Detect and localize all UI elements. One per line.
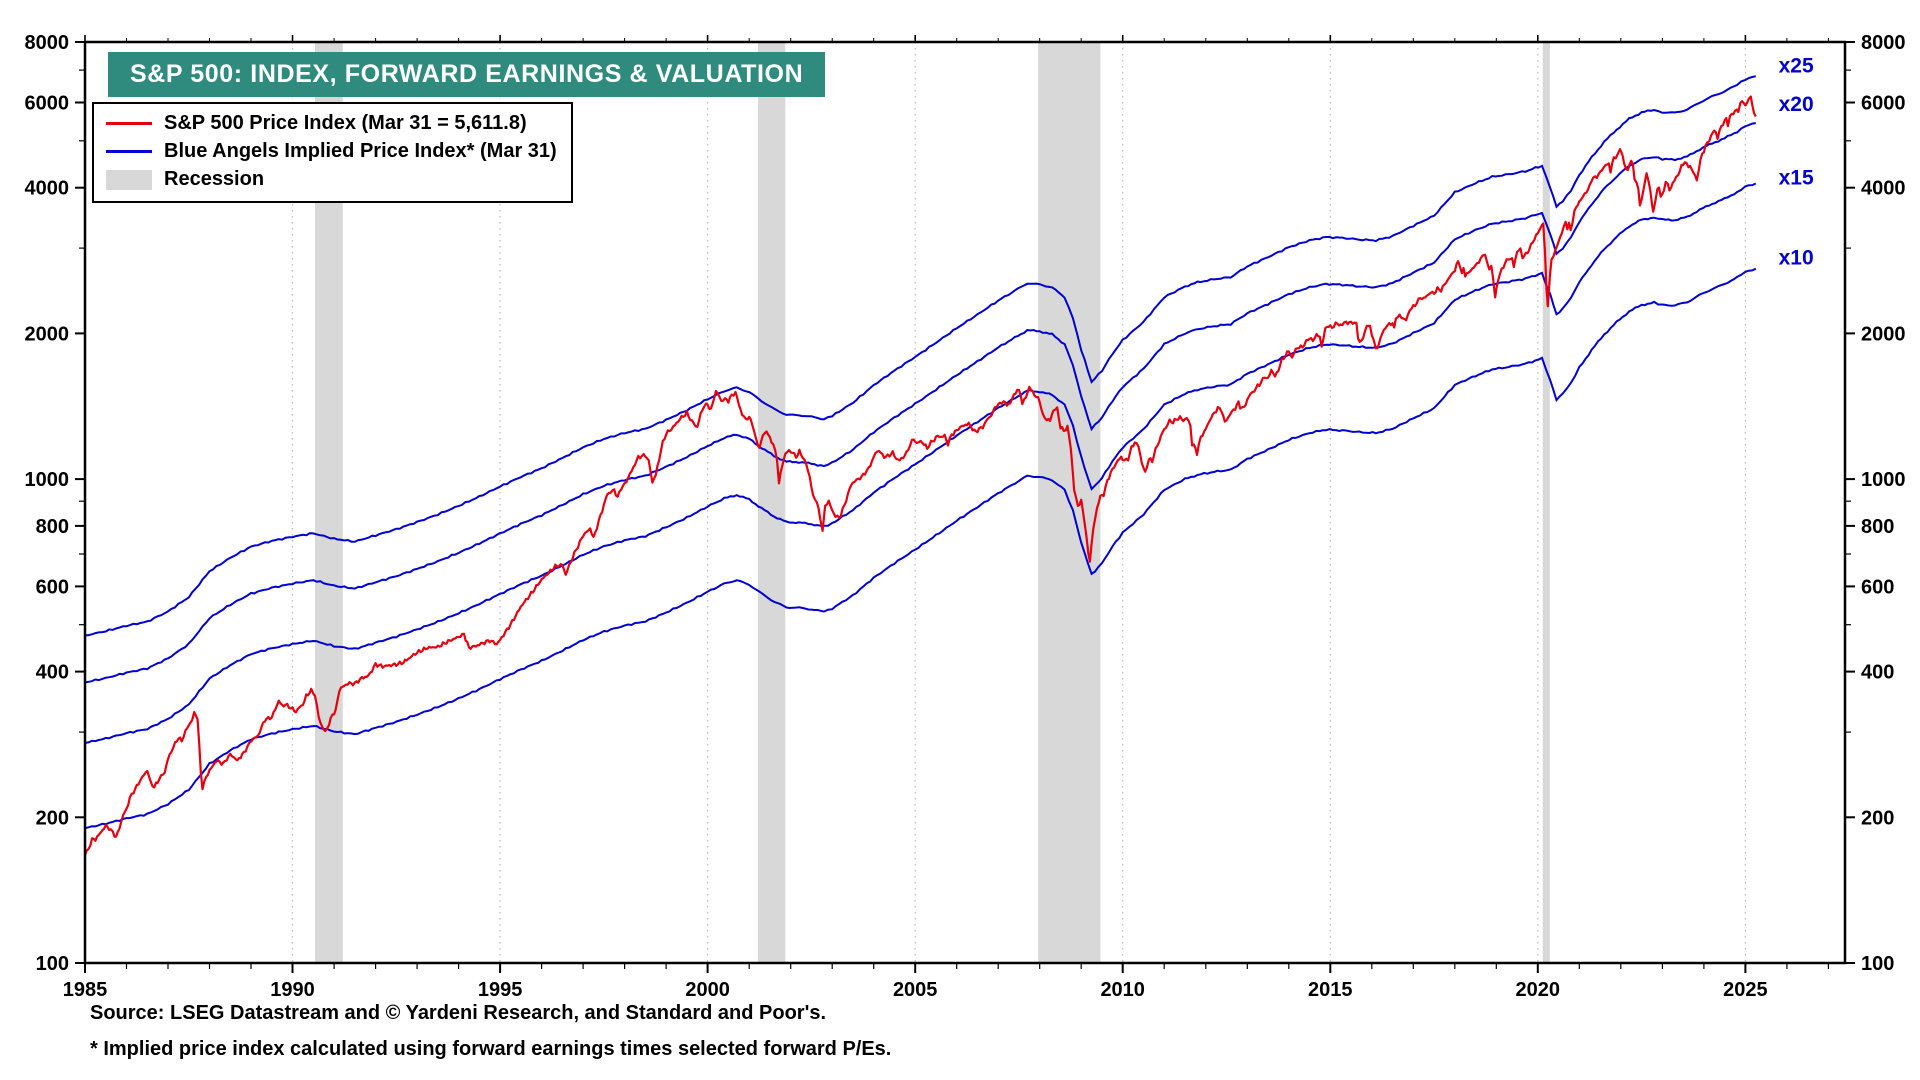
source-note: Source: LSEG Datastream and © Yardeni Re… [90, 1002, 827, 1024]
x-axis-tick-label: 2000 [685, 979, 730, 1001]
y-axis-tick-label-right: 2000 [1861, 323, 1906, 345]
y-axis-tick-label-right: 8000 [1861, 32, 1906, 54]
legend: S&P 500 Price Index (Mar 31 = 5,611.8) B… [92, 102, 573, 203]
y-axis-tick-label-left: 1000 [25, 469, 70, 491]
blue-angels-line-x25 [84, 75, 1757, 637]
y-axis-tick-label-right: 800 [1861, 516, 1894, 538]
y-axis-tick-label-right: 4000 [1861, 178, 1906, 200]
x-axis-tick-label: 2020 [1516, 979, 1561, 1001]
x-axis-tick-label: 1995 [478, 979, 523, 1001]
multiple-label-x20: x20 [1779, 93, 1814, 116]
legend-item-recession: Recession [106, 168, 557, 191]
recession-band [1542, 42, 1550, 963]
y-axis-tick-label-left: 6000 [25, 93, 70, 115]
y-axis-tick-label-right: 200 [1861, 807, 1894, 829]
y-axis-tick-label-left: 2000 [25, 323, 70, 345]
recession-band [757, 42, 786, 963]
blue-angels-line-x10 [84, 267, 1757, 830]
x-axis-tick-label: 2015 [1308, 979, 1353, 1001]
sp500-line-swatch [106, 122, 152, 125]
recession-swatch [106, 169, 152, 190]
multiple-label-x10: x10 [1779, 247, 1814, 270]
legend-label-blue-angels: Blue Angels Implied Price Index* (Mar 31… [164, 140, 557, 162]
sp500-line [83, 95, 1757, 856]
x-axis-tick-label: 1985 [63, 979, 108, 1001]
y-axis-tick-label-left: 4000 [25, 178, 70, 200]
y-axis-tick-label-left: 600 [36, 576, 69, 598]
plot-border [83, 40, 1847, 965]
blue-angels-line-x15 [84, 182, 1757, 744]
legend-label-sp500: S&P 500 Price Index (Mar 31 = 5,611.8) [164, 112, 527, 134]
y-axis-tick-label-left: 8000 [25, 32, 70, 54]
x-axis-tick-label: 2010 [1100, 979, 1145, 1001]
multiple-label-x15: x15 [1779, 166, 1814, 189]
blue-angels-line-swatch [106, 150, 152, 153]
y-axis-tick-label-right: 100 [1861, 953, 1894, 975]
y-axis-tick-label-left: 800 [36, 516, 69, 538]
chart-title-banner: S&P 500: INDEX, FORWARD EARNINGS & VALUA… [108, 52, 826, 97]
y-axis-tick-label-left: 200 [36, 807, 69, 829]
y-axis-tick-label-right: 6000 [1861, 93, 1906, 115]
page-title: S&P 500: INDEX, FORWARD EARNINGS & VALUA… [130, 60, 804, 88]
blue-angels-line-x20 [84, 122, 1756, 684]
y-axis-tick-label-left: 400 [36, 662, 69, 684]
y-axis-tick-label-right: 1000 [1861, 469, 1906, 491]
x-axis-tick-label: 2025 [1723, 979, 1768, 1001]
y-axis-tick-label-left: 100 [36, 953, 69, 975]
y-axis-tick-label-right: 600 [1861, 576, 1894, 598]
x-axis-tick-label: 2005 [893, 979, 938, 1001]
implied-price-footnote: * Implied price index calculated using f… [90, 1038, 892, 1060]
x-axis-tick-label: 1990 [270, 979, 315, 1001]
legend-label-recession: Recession [164, 168, 265, 190]
y-axis-tick-label-right: 400 [1861, 662, 1894, 684]
multiple-label-x25: x25 [1779, 55, 1814, 78]
legend-item-blue-angels: Blue Angels Implied Price Index* (Mar 31… [106, 140, 557, 163]
legend-item-sp500: S&P 500 Price Index (Mar 31 = 5,611.8) [106, 112, 557, 135]
